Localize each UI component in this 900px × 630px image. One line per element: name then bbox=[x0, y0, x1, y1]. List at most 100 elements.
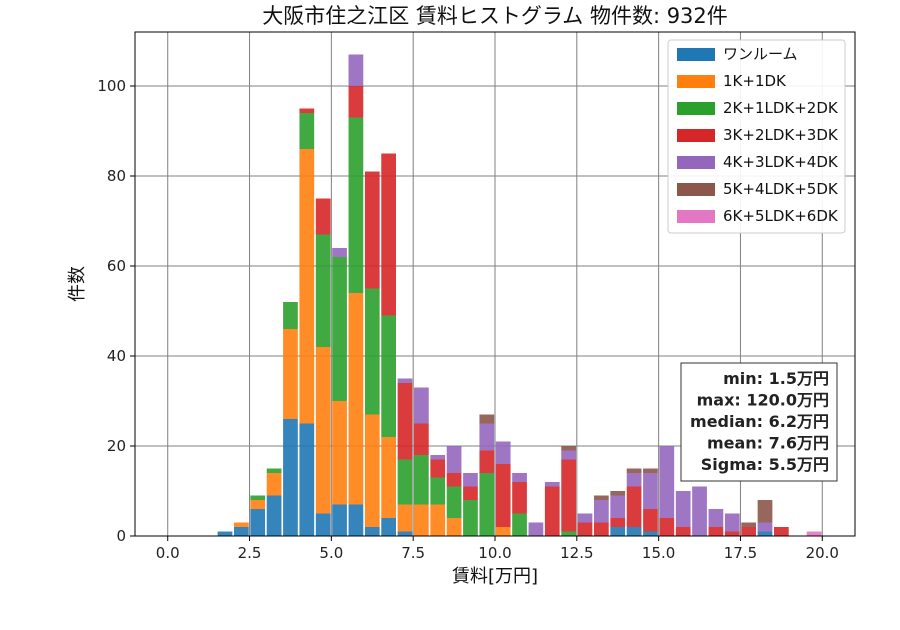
bar-segment-3 bbox=[283, 302, 298, 329]
bar-segment-1 bbox=[234, 527, 249, 536]
bar-segment-6 bbox=[610, 491, 626, 496]
bar-segment-2 bbox=[315, 347, 331, 514]
bar-segment-5 bbox=[414, 387, 429, 424]
bar-segment-5 bbox=[724, 513, 740, 532]
y-tick-label: 60 bbox=[107, 257, 126, 275]
bar-segment-6 bbox=[479, 414, 495, 424]
bar-segment-4 bbox=[348, 86, 364, 118]
bar-segment-2 bbox=[495, 527, 511, 536]
bar-segment-2 bbox=[283, 329, 298, 419]
bar-segment-5 bbox=[561, 450, 576, 460]
legend-label: 4K+3LDK+4DK bbox=[723, 153, 839, 171]
stats-line: min: 1.5万円 bbox=[723, 369, 829, 388]
stats-frame bbox=[680, 362, 838, 482]
bar-segment-5 bbox=[479, 423, 495, 451]
bar-segment-4 bbox=[708, 527, 724, 536]
x-axis-label: 賃料[万円] bbox=[452, 566, 538, 587]
bar-segment-3 bbox=[463, 500, 478, 536]
y-tick-label: 0 bbox=[116, 527, 126, 545]
bar-segment-1 bbox=[332, 504, 347, 536]
bar-segment-4 bbox=[381, 153, 396, 316]
bar-segment-3 bbox=[446, 486, 462, 518]
bar-segment-5 bbox=[528, 522, 544, 536]
bar-segment-1 bbox=[757, 531, 773, 536]
bar-segment-6 bbox=[741, 522, 756, 527]
x-tick-label: 2.5 bbox=[238, 544, 262, 562]
y-axis-label: 件数 bbox=[67, 266, 88, 302]
legend-swatch bbox=[677, 183, 715, 196]
bar-segment-2 bbox=[299, 149, 315, 424]
bar-segment-4 bbox=[561, 459, 576, 532]
bar-segment-2 bbox=[348, 293, 364, 505]
legend-label: 6K+5LDK+6DK bbox=[723, 207, 839, 225]
bar-segment-4 bbox=[643, 509, 658, 532]
y-tick-label: 20 bbox=[107, 437, 126, 455]
bar-segment-3 bbox=[364, 288, 380, 415]
bar-segment-6 bbox=[626, 468, 642, 473]
y-tick-label: 40 bbox=[107, 347, 126, 365]
bar-segment-3 bbox=[315, 234, 331, 347]
stats-line: median: 6.2万円 bbox=[690, 412, 829, 431]
chart-title: 大阪市住之江区 賃料ヒストグラム 物件数: 932件 bbox=[262, 4, 728, 28]
bar-segment-6 bbox=[561, 446, 576, 451]
y-tick-label: 100 bbox=[97, 77, 126, 95]
bar-segment-4 bbox=[774, 527, 789, 536]
bar-segment-3 bbox=[348, 117, 364, 293]
bar-segment-4 bbox=[577, 522, 593, 536]
bar-segment-2 bbox=[430, 504, 446, 536]
bar-segment-4 bbox=[479, 450, 495, 473]
bar-segment-3 bbox=[381, 315, 396, 437]
y-tick-label: 80 bbox=[107, 167, 126, 185]
bar-segment-1 bbox=[610, 527, 626, 536]
bar-segment-4 bbox=[446, 473, 462, 487]
bar-segment-5 bbox=[577, 513, 593, 523]
x-tick-label: 17.5 bbox=[724, 544, 757, 562]
bar-segment-3 bbox=[250, 495, 266, 500]
bar-segment-4 bbox=[463, 486, 478, 500]
bar-segment-1 bbox=[217, 531, 233, 536]
bar-segment-3 bbox=[512, 513, 527, 536]
bar-segment-2 bbox=[234, 522, 249, 527]
bar-segment-1 bbox=[364, 527, 380, 536]
bar-segment-4 bbox=[724, 531, 740, 536]
bar-segment-4 bbox=[430, 459, 446, 478]
legend-label: 2K+1LDK+2DK bbox=[723, 99, 839, 117]
legend-label: 5K+4LDK+5DK bbox=[723, 180, 839, 198]
x-tick-label: 20.0 bbox=[806, 544, 839, 562]
stats-line: max: 120.0万円 bbox=[697, 391, 829, 410]
bar-segment-5 bbox=[446, 446, 462, 473]
bar-segment-4 bbox=[741, 527, 756, 536]
legend-swatch bbox=[677, 156, 715, 169]
bar-segment-5 bbox=[659, 446, 675, 518]
bar-segment-3 bbox=[561, 531, 576, 536]
bar-segment-5 bbox=[430, 455, 446, 460]
bar-segment-4 bbox=[594, 522, 609, 536]
bar-segment-4 bbox=[610, 518, 626, 527]
legend-swatch bbox=[677, 75, 715, 88]
legend-swatch bbox=[677, 129, 715, 142]
legend-label: 1K+1DK bbox=[723, 72, 787, 90]
bar-segment-5 bbox=[348, 54, 364, 86]
bar-segment-2 bbox=[332, 401, 347, 505]
bar-segment-1 bbox=[397, 531, 413, 536]
stats-line: Sigma: 5.5万円 bbox=[701, 455, 829, 474]
bar-segment-4 bbox=[544, 486, 560, 536]
stats-line: mean: 7.6万円 bbox=[707, 434, 829, 453]
bar-segment-3 bbox=[397, 459, 413, 505]
bar-segment-3 bbox=[332, 257, 347, 401]
bar-segment-4 bbox=[495, 464, 511, 527]
bar-segment-5 bbox=[512, 473, 527, 482]
bar-segment-5 bbox=[332, 248, 347, 257]
legend: ワンルーム 1K+1DK 2K+1LDK+2DK 3K+2LDK+3DK 4K+3LDK… bbox=[667, 39, 846, 234]
bar-segment-5 bbox=[675, 491, 691, 527]
bar-segment-3 bbox=[266, 468, 282, 473]
bar-segment-2 bbox=[266, 473, 282, 496]
bar-segment-1 bbox=[348, 504, 364, 536]
bar-segment-4 bbox=[659, 518, 675, 536]
bar-segment-7 bbox=[806, 531, 822, 536]
bar-segment-5 bbox=[610, 495, 626, 518]
bar-segment-1 bbox=[266, 495, 282, 536]
bar-segment-2 bbox=[364, 414, 380, 527]
bar-segment-5 bbox=[397, 378, 413, 383]
